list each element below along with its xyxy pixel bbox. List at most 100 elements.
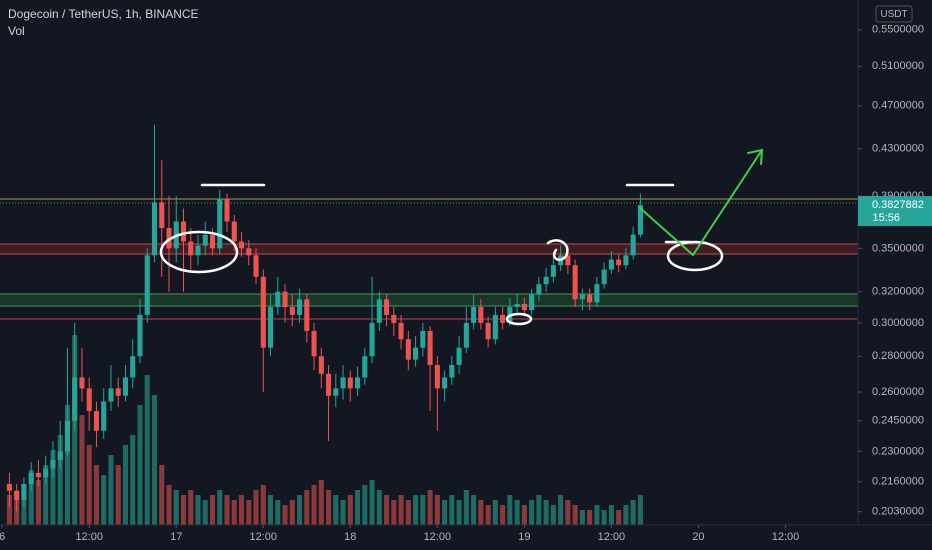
candle-body xyxy=(238,241,245,249)
volume-bar xyxy=(637,495,643,525)
volume-bar xyxy=(500,505,506,525)
chart-title: Dogecoin / TetherUS, 1h, BINANCE xyxy=(8,7,199,21)
candle-body xyxy=(35,472,41,478)
volume-bar xyxy=(231,500,237,525)
candle-body xyxy=(449,364,455,378)
currency-box[interactable] xyxy=(875,5,913,23)
volume-bar xyxy=(616,510,622,525)
x-tick-label: 12:00 xyxy=(424,531,452,543)
volume-bar xyxy=(93,465,99,525)
candle-body xyxy=(64,420,70,452)
volume-bar xyxy=(173,490,179,525)
candle-body xyxy=(463,322,469,348)
candle-body xyxy=(86,388,92,412)
candle-body xyxy=(297,299,303,315)
volume-bar xyxy=(137,405,143,525)
volume-bar xyxy=(413,495,419,525)
volume-bar xyxy=(543,500,549,525)
volume-bar xyxy=(43,465,49,525)
volume-bar xyxy=(565,500,571,525)
volume-bar xyxy=(427,490,433,525)
volume-bar xyxy=(159,465,165,525)
candle-body xyxy=(601,269,607,285)
y-tick-label: 0.2450000 xyxy=(872,415,924,427)
x-tick-label: 12:00 xyxy=(598,531,626,543)
volume-bar xyxy=(376,490,382,525)
volume-bar xyxy=(6,495,12,525)
currency[interactable]: USDT xyxy=(880,9,907,20)
y-tick-label: 0.5100000 xyxy=(872,60,924,72)
volume-bar xyxy=(101,475,107,525)
candle-body xyxy=(398,322,404,340)
volume-bar xyxy=(115,465,121,525)
candle-body xyxy=(543,276,549,285)
candle-body xyxy=(311,331,317,357)
volume-bar xyxy=(188,490,194,525)
volume-bar xyxy=(122,445,129,525)
volume-bar xyxy=(362,485,368,525)
x-tick-label: 12:00 xyxy=(250,531,278,543)
candle-body xyxy=(550,265,556,277)
volume-bar xyxy=(471,495,477,525)
candle-body xyxy=(637,205,643,235)
drawn-circle xyxy=(546,239,569,261)
candle-body xyxy=(50,459,56,469)
resistance-zone xyxy=(0,244,858,254)
candle-body xyxy=(231,221,237,242)
volume-bar xyxy=(492,500,498,525)
volume-bar xyxy=(514,500,520,525)
candle-body xyxy=(413,347,419,360)
candle-body xyxy=(79,377,85,389)
candle-body xyxy=(471,307,477,323)
volume-bar xyxy=(151,395,158,525)
user-drawings xyxy=(159,148,764,326)
candle-body xyxy=(159,202,165,229)
volume-bar xyxy=(311,485,317,525)
price-axis xyxy=(858,0,932,550)
drawn-arrow xyxy=(639,148,764,257)
volume-bar xyxy=(333,495,339,525)
candle-body xyxy=(630,234,636,256)
volume-bar xyxy=(558,495,564,525)
drawn-circle xyxy=(666,240,724,272)
volume-bar xyxy=(521,505,527,525)
candle-body xyxy=(347,377,353,389)
candle-body xyxy=(456,347,462,365)
candle-body xyxy=(180,221,187,242)
drawn-levels xyxy=(0,198,858,320)
last-price: 0.3827882 xyxy=(872,199,924,211)
x-tick-label: 18 xyxy=(344,531,356,543)
volume-bar xyxy=(202,500,208,525)
x-tick-label: 12:00 xyxy=(772,531,800,543)
candle-body xyxy=(144,255,150,315)
candle-body xyxy=(384,299,390,315)
candle-body xyxy=(188,241,194,256)
y-tick-label: 0.2600000 xyxy=(872,386,924,398)
support-zone xyxy=(0,294,858,306)
candle-body xyxy=(333,388,339,396)
candle-body xyxy=(108,388,114,402)
candle-body xyxy=(318,356,324,374)
volume-bar xyxy=(485,505,491,525)
volume-bar xyxy=(529,500,535,525)
volume-bar xyxy=(297,495,303,525)
candle-body xyxy=(536,284,542,295)
candle-body xyxy=(500,314,506,323)
candle-body xyxy=(616,259,622,266)
candle-body xyxy=(376,299,382,323)
candle-body xyxy=(101,401,107,431)
volume-bar xyxy=(275,500,281,525)
volume-bar xyxy=(398,495,404,525)
candle-body xyxy=(572,265,578,300)
volume-bar xyxy=(594,505,600,525)
volume-bar xyxy=(456,500,462,525)
volume-bar xyxy=(57,435,63,525)
volume-bar xyxy=(260,485,266,525)
y-tick-label: 0.5500000 xyxy=(872,24,924,36)
y-tick-label: 0.2160000 xyxy=(872,476,924,488)
candle-body xyxy=(93,411,99,431)
candle-body xyxy=(209,234,216,249)
volume-bar xyxy=(238,495,245,525)
